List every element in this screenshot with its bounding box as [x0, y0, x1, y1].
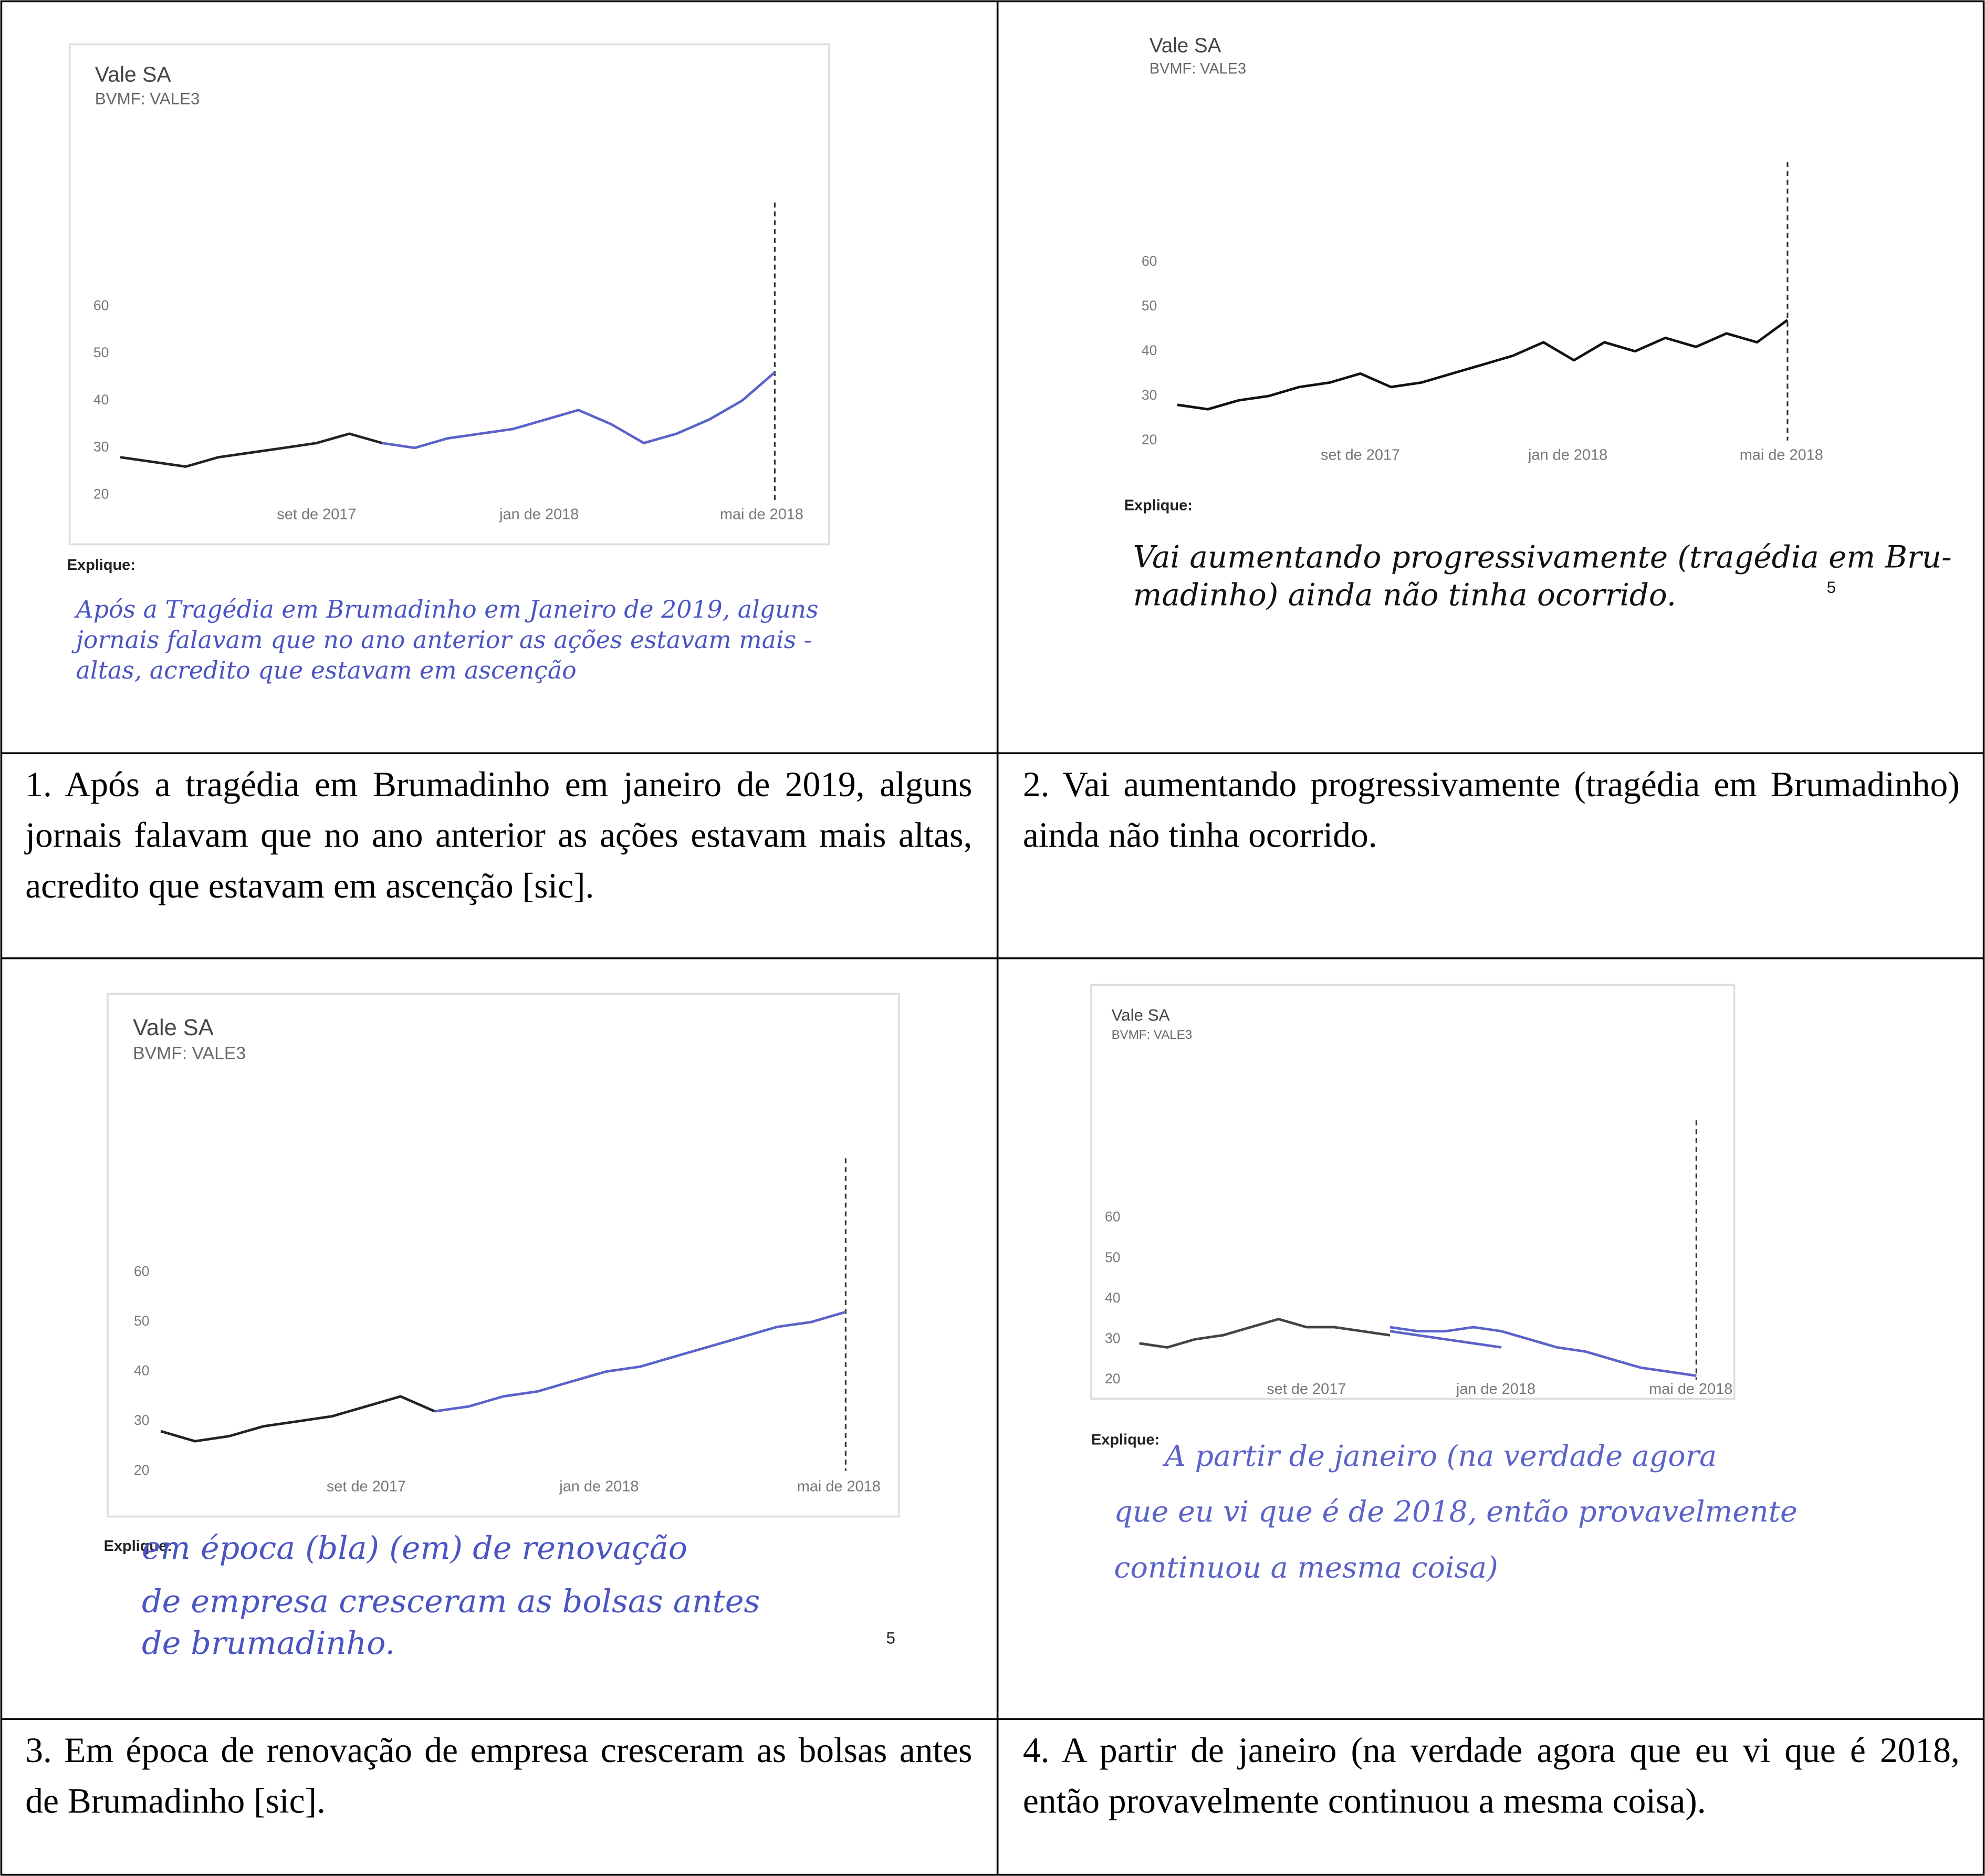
price-line	[1177, 319, 1789, 411]
x-tick-label: jan de 2018	[559, 1478, 639, 1495]
price-line	[160, 1395, 435, 1443]
handwritten-answer: de brumadinho.	[142, 1625, 395, 1662]
page-number: 5	[1827, 578, 1836, 597]
price-line	[1390, 1326, 1697, 1377]
explain-label: Explique:	[1091, 1432, 1159, 1448]
handwritten-answer: que eu vi que é de 2018, então provavelm…	[1114, 1495, 1797, 1529]
y-tick-label: 40	[134, 1363, 149, 1379]
y-tick-label: 40	[1105, 1290, 1120, 1306]
y-tick-label: 20	[1142, 432, 1157, 447]
chart-frame	[1090, 984, 1736, 1400]
handwritten-answer: de empresa cresceram as bolsas antes	[142, 1583, 760, 1620]
price-line	[1139, 1318, 1391, 1349]
y-tick-label: 50	[1105, 1249, 1120, 1265]
page-number: 5	[886, 1629, 895, 1648]
x-tick-label: set de 2017	[1321, 446, 1400, 463]
explain-label: Explique:	[104, 1538, 172, 1555]
y-tick-label: 60	[134, 1263, 149, 1279]
handwritten-answer: em época (bla) (em) de renovação	[142, 1530, 687, 1567]
x-tick-label: mai de 2018	[1649, 1381, 1732, 1398]
price-line	[434, 1310, 847, 1413]
handwritten-answer: madinho) ainda não tinha ocorrido.	[1133, 577, 1677, 613]
chart-frame	[68, 43, 830, 546]
price-line	[382, 371, 776, 450]
y-tick-label: 60	[93, 297, 109, 313]
x-tick-label: set de 2017	[277, 506, 356, 523]
y-tick-label: 30	[134, 1412, 149, 1428]
y-tick-label: 50	[1142, 298, 1157, 314]
chart-title: Vale SA	[1150, 34, 1221, 57]
y-tick-label: 20	[93, 486, 109, 502]
caption: 4. A partir de janeiro (na verdade agora…	[1022, 1732, 1960, 1822]
y-tick-label: 30	[93, 439, 109, 455]
caption: 1. Após a tragédia em Brumadinho em jane…	[25, 766, 973, 906]
y-tick-label: 50	[134, 1313, 149, 1329]
y-tick-label: 20	[134, 1462, 149, 1478]
chart-subtitle: BVMF: VALE3	[133, 1044, 246, 1064]
x-tick-label: mai de 2018	[797, 1478, 881, 1495]
explain-label: Explique:	[1124, 497, 1193, 514]
chart-subtitle: BVMF: VALE3	[95, 90, 200, 108]
x-tick-label: jan de 2018	[499, 506, 579, 523]
y-tick-label: 50	[93, 345, 109, 360]
x-tick-label: set de 2017	[1267, 1381, 1346, 1398]
chart-subtitle: BVMF: VALE3	[1150, 60, 1246, 77]
x-tick-label: mai de 2018	[720, 506, 803, 523]
y-tick-label: 30	[1105, 1330, 1120, 1346]
chart-title: Vale SA	[1112, 1006, 1170, 1025]
x-tick-label: mai de 2018	[1740, 446, 1823, 463]
caption: 3. Em época de renovação de empresa cres…	[25, 1732, 973, 1822]
price-line	[120, 432, 383, 468]
chart-frame	[107, 993, 900, 1518]
y-tick-label: 40	[1142, 342, 1157, 358]
price-line	[1390, 1330, 1502, 1349]
y-tick-label: 20	[1105, 1371, 1120, 1387]
explain-label: Explique:	[67, 557, 135, 574]
handwritten-answer: continuou a mesma coisa)	[1114, 1551, 1498, 1585]
handwritten-answer: Após a Tragédia em Brumadinho em Janeiro…	[74, 595, 819, 623]
y-tick-label: 40	[93, 392, 109, 408]
y-tick-label: 60	[1105, 1209, 1120, 1225]
y-tick-label: 30	[1142, 387, 1157, 403]
chart-title: Vale SA	[95, 62, 172, 86]
y-tick-label: 60	[1142, 253, 1157, 269]
chart-subtitle: BVMF: VALE3	[1112, 1028, 1193, 1042]
x-tick-label: jan de 2018	[1528, 446, 1607, 463]
handwritten-answer: jornais falavam que no ano anterior as a…	[71, 626, 812, 654]
x-tick-label: set de 2017	[327, 1478, 406, 1495]
x-tick-label: jan de 2018	[1456, 1381, 1535, 1398]
handwritten-answer: Vai aumentando progressivamente (tragédi…	[1133, 539, 1952, 575]
chart-title: Vale SA	[133, 1015, 214, 1040]
handwritten-answer: A partir de janeiro (na verdade agora	[1162, 1440, 1717, 1473]
caption: 2. Vai aumentando progressivamente (trag…	[1022, 766, 1960, 856]
handwritten-answer: altas, acredito que estavam em ascenção	[76, 656, 577, 684]
